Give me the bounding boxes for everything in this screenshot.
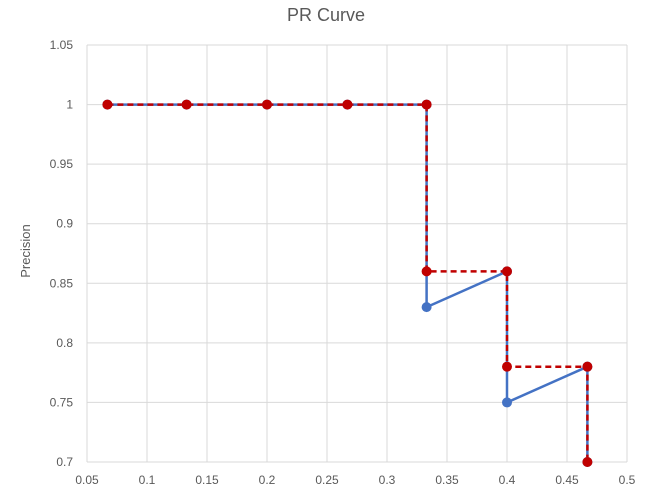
x-tick-label: 0.1: [139, 473, 156, 487]
series-2-point: [181, 99, 192, 110]
x-tick-label: 0.5: [619, 473, 636, 487]
x-tick-label: 0.15: [195, 473, 219, 487]
y-tick-label: 1: [66, 98, 73, 112]
series-markers: [102, 99, 593, 467]
x-tick-label: 0.3: [379, 473, 396, 487]
y-tick-label: 0.9: [56, 217, 73, 231]
x-tick-label: 0.05: [75, 473, 99, 487]
y-tick-label: 0.85: [50, 276, 74, 290]
x-tick-label: 0.35: [435, 473, 459, 487]
series-2-point: [421, 266, 432, 277]
series-2-point: [502, 361, 512, 372]
y-axis-label: Precision: [18, 224, 33, 277]
y-tick-label: 0.75: [50, 395, 74, 409]
tick-labels: 0.05 0.1 0.15 0.2 0.25 0.3 0.35 0.4 0.45 0.5 0.7 0.…: [50, 38, 636, 487]
x-tick-label: 0.25: [315, 473, 339, 487]
x-tick-label: 0.45: [555, 473, 579, 487]
y-tick-label: 0.95: [50, 157, 74, 171]
chart-title: PR Curve: [287, 5, 365, 25]
series-2-point: [342, 99, 353, 110]
x-tick-label: 0.2: [259, 473, 276, 487]
series-1-point: [502, 397, 512, 408]
series-2-point: [582, 457, 593, 467]
series-1-point: [421, 302, 432, 313]
series-2-point: [582, 361, 593, 372]
series-lines: [107, 103, 589, 462]
y-tick-label: 0.8: [56, 336, 73, 350]
series-2-point: [502, 266, 512, 277]
x-tick-label: 0.4: [499, 473, 516, 487]
series-2-point: [102, 99, 113, 110]
series-2-line: [107, 103, 589, 462]
gridlines: [86, 44, 628, 463]
series-2-point: [262, 99, 272, 110]
y-tick-label: 1.05: [50, 38, 74, 52]
y-tick-label: 0.7: [56, 455, 73, 469]
series-2-point: [421, 99, 432, 110]
